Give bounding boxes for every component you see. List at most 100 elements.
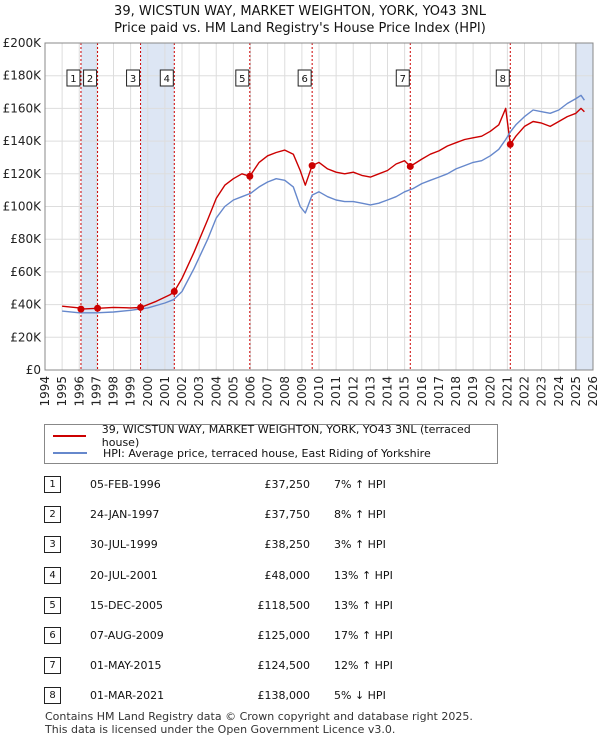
sale-price: £124,500: [257, 659, 311, 672]
x-tick-label: 1997: [89, 376, 103, 407]
sale-number-badge: 6: [44, 627, 61, 644]
plot-border: [44, 42, 594, 371]
chart-title: 39, WICSTUN WAY, MARKET WEIGHTON, YORK, …: [114, 4, 486, 19]
x-tick-label: 2024: [552, 376, 566, 407]
sale-marker-label: 1: [66, 69, 81, 87]
sale-price: £125,000: [257, 629, 311, 642]
sale-number-badge: 1: [44, 476, 61, 493]
sale-point: [137, 303, 145, 311]
x-tick-label: 2010: [312, 376, 326, 407]
legend-label-property: 39, WICSTUN WAY, MARKET WEIGHTON, YORK, …: [101, 423, 471, 449]
sale-point: [308, 162, 316, 170]
legend-swatch-hpi: [53, 452, 87, 454]
sale-marker-label: 2: [83, 69, 98, 87]
sale-number-badge: 3: [44, 536, 61, 553]
y-tick-label: £60K: [10, 265, 42, 279]
sale-hpi-diff: 5% ↓ HPI: [334, 689, 386, 702]
sale-marker-label: 5: [235, 69, 250, 87]
sale-number-badge: 5: [44, 597, 61, 614]
sale-point: [170, 288, 178, 296]
sale-point: [406, 162, 414, 170]
x-tick-label: 1999: [124, 376, 138, 407]
sale-date: 01-MAY-2015: [90, 659, 162, 672]
sale-hpi-diff: 7% ↑ HPI: [334, 478, 386, 491]
sale-number-badge: 2: [44, 506, 61, 523]
y-tick-label: £80K: [10, 232, 42, 246]
sale-date: 05-FEB-1996: [90, 478, 161, 491]
sale-marker-box: [235, 69, 250, 87]
sale-marker-number: 5: [239, 74, 245, 85]
x-tick-label: 2007: [261, 376, 275, 407]
x-tick-label: 1996: [72, 376, 86, 407]
x-tick-label: 2016: [415, 376, 429, 407]
sale-price: £48,000: [264, 569, 311, 582]
x-tick-label: 2004: [209, 376, 223, 407]
legend-label-hpi: HPI: Average price, terraced house, East…: [103, 446, 431, 460]
y-tick-label: £200K: [3, 36, 43, 50]
x-tick-label: 2009: [295, 376, 309, 407]
legend-item-property: 39, WICSTUN WAY, MARKET WEIGHTON, YORK, …: [53, 423, 497, 449]
sale-hpi-diff: 13% ↑ HPI: [334, 599, 393, 612]
footer-line-copyright: Contains HM Land Registry data © Crown c…: [45, 710, 473, 723]
y-tick-label: £120K: [3, 167, 43, 181]
sale-hpi-diff: 3% ↑ HPI: [334, 538, 386, 551]
sale-price: £138,000: [257, 689, 311, 702]
x-tick-label: 1994: [38, 376, 52, 407]
sale-marker-box: [495, 69, 510, 87]
sale-hpi-diff: 13% ↑ HPI: [334, 569, 393, 582]
x-tick-label: 2002: [175, 376, 189, 407]
x-tick-label: 2001: [158, 376, 172, 407]
sale-marker-label: 8: [495, 69, 510, 87]
y-tick-label: £100K: [3, 200, 43, 214]
x-tick-label: 2025: [569, 376, 583, 407]
sale-marker-box: [297, 69, 312, 87]
sale-row: 8 01-MAR-2021 £138,000 5% ↓ HPI: [44, 686, 444, 706]
y-tick-label: £160K: [3, 101, 43, 115]
sale-point: [77, 305, 85, 313]
x-tick-label: 2008: [278, 376, 292, 407]
sale-marker-label: 7: [395, 69, 410, 87]
sale-price: £37,750: [264, 508, 311, 521]
x-tick-label: 2021: [500, 376, 514, 407]
x-tick-label: 1998: [107, 376, 121, 407]
sale-marker-number: 6: [301, 74, 307, 85]
y-tick-label: £0: [26, 363, 41, 377]
sale-price: £118,500: [257, 599, 311, 612]
sale-marker-number: 7: [400, 74, 406, 85]
sale-date: 30-JUL-1999: [90, 538, 158, 551]
x-tick-label: 2003: [192, 376, 206, 407]
sale-number-badge: 7: [44, 657, 61, 674]
sale-marker-label: 6: [297, 69, 312, 87]
sale-point: [246, 172, 254, 180]
sale-hpi-diff: 12% ↑ HPI: [334, 659, 393, 672]
sale-marker-number: 1: [70, 74, 76, 85]
sale-row: 7 01-MAY-2015 £124,500 12% ↑ HPI: [44, 656, 444, 676]
x-tick-label: 2014: [381, 376, 395, 407]
sale-row: 5 15-DEC-2005 £118,500 13% ↑ HPI: [44, 596, 444, 616]
sale-date: 20-JUL-2001: [90, 569, 158, 582]
footer-line-licence: This data is licensed under the Open Gov…: [45, 723, 396, 736]
hpi-line: [62, 94, 585, 314]
sale-marker-box: [395, 69, 410, 87]
y-tick-label: £40K: [10, 298, 42, 312]
sale-price: £38,250: [264, 538, 311, 551]
sale-date: 07-AUG-2009: [90, 629, 164, 642]
sale-marker-number: 2: [87, 74, 93, 85]
x-tick-label: 2022: [518, 376, 532, 407]
sale-marker-label: 4: [159, 69, 174, 87]
x-tick-label: 2026: [586, 376, 600, 407]
footer-note: Contains HM Land Registry data © Crown c…: [45, 710, 473, 736]
x-tick-label: 2005: [226, 376, 240, 407]
sale-marker-box: [83, 69, 98, 87]
y-tick-label: £140K: [3, 134, 43, 148]
sale-date: 24-JAN-1997: [90, 508, 160, 521]
sale-number-badge: 4: [44, 567, 61, 584]
sale-point: [94, 304, 102, 312]
sale-row: 1 05-FEB-1996 £37,250 7% ↑ HPI: [44, 475, 444, 495]
sale-row: 6 07-AUG-2009 £125,000 17% ↑ HPI: [44, 626, 444, 646]
legend-item-hpi: HPI: Average price, terraced house, East…: [53, 445, 431, 461]
sale-marker-number: 4: [164, 74, 170, 85]
sale-date: 01-MAR-2021: [90, 689, 165, 702]
sale-number-badge: 8: [44, 687, 61, 704]
sale-point: [506, 140, 514, 148]
